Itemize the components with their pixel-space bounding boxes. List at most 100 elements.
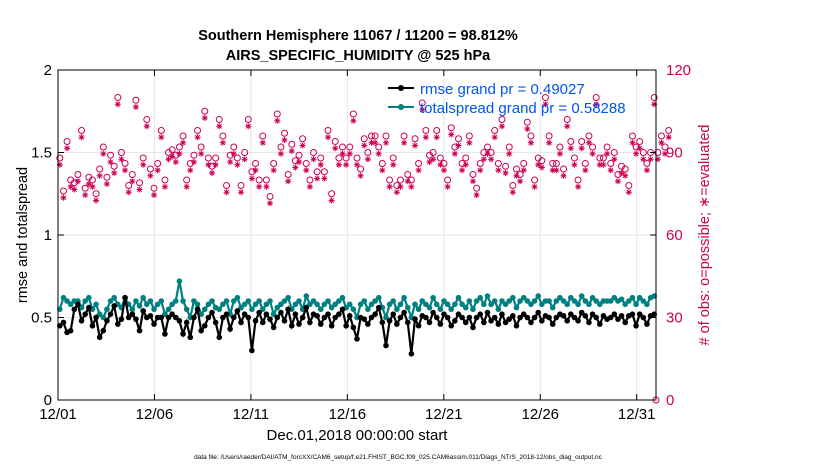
- obs-possible-point: [114, 94, 122, 101]
- obs-possible-point: [306, 176, 314, 184]
- spread-point: [557, 294, 563, 301]
- y2-axis-label: # of obs: o=possible; ∗=evaluated: [697, 125, 713, 346]
- spread-point: [546, 298, 552, 304]
- rmse-point: [506, 316, 513, 322]
- rmse-point: [281, 318, 288, 324]
- rmse-point: [589, 311, 596, 318]
- obs-possible-point: [353, 154, 361, 162]
- rmse-point: [180, 331, 186, 337]
- rmse-series: [57, 294, 657, 357]
- spread-point: [93, 301, 99, 308]
- spread-point: [491, 298, 498, 304]
- obs-possible-point: [317, 154, 325, 162]
- spread-point: [194, 301, 201, 308]
- obs-evaluated-point: [125, 189, 132, 196]
- spread-point: [86, 294, 92, 301]
- obs-possible-point: [520, 160, 528, 167]
- rmse-point: [383, 342, 389, 349]
- obs-evaluated-point: [462, 161, 469, 168]
- rmse-point: [176, 318, 183, 324]
- spread-point: [517, 298, 523, 304]
- obs-evaluated-point: [161, 183, 168, 190]
- obs-evaluated-point: [219, 139, 226, 146]
- obs-evaluated-point: [201, 115, 208, 121]
- rmse-point: [115, 321, 121, 327]
- x-tick-label: 12/16: [329, 406, 367, 423]
- rmse-point: [129, 311, 136, 318]
- spread-point: [172, 298, 179, 304]
- obs-possible-point: [183, 176, 191, 184]
- obs-possible-point: [367, 132, 375, 140]
- spread-point: [339, 294, 346, 301]
- y-tick-label: 0: [44, 392, 52, 409]
- obs-possible-point: [81, 184, 89, 192]
- spread-point: [618, 296, 625, 303]
- obs-possible-point: [92, 190, 100, 198]
- obs-evaluated-point: [303, 167, 310, 174]
- spread-point: [292, 301, 299, 308]
- spread-point: [466, 298, 473, 304]
- obs-possible-point: [657, 132, 665, 140]
- spread-point: [82, 298, 88, 304]
- rmse-point: [220, 314, 226, 321]
- obs-possible-point: [248, 168, 256, 176]
- spread-point: [169, 301, 175, 308]
- obs-possible-point: [241, 149, 249, 156]
- rmse-point: [379, 319, 386, 326]
- obs-possible-point: [610, 149, 618, 156]
- rmse-point: [455, 311, 462, 318]
- obs-evaluated-point: [596, 161, 603, 168]
- spread-point: [372, 298, 378, 304]
- obs-evaluated-point: [553, 167, 560, 174]
- x-tick-label: 12/01: [39, 406, 77, 423]
- rmse-point: [162, 331, 168, 337]
- spread-point: [368, 301, 375, 308]
- spread-point: [129, 306, 136, 313]
- obs-possible-point: [146, 165, 154, 173]
- y2-axis-ticks: 0 30 60 90 120: [650, 62, 691, 409]
- obs-evaluated-point: [172, 159, 179, 165]
- spread-point: [383, 314, 389, 321]
- spread-point: [510, 294, 516, 301]
- rmse-point: [622, 319, 628, 326]
- spread-point: [459, 301, 465, 308]
- obs-possible-point: [103, 173, 111, 181]
- obs-evaluated-point: [118, 156, 125, 163]
- rmse-point: [618, 313, 625, 319]
- rmse-point: [546, 314, 552, 321]
- rmse-point: [578, 309, 585, 316]
- x-tick-label: 12/31: [618, 406, 656, 423]
- rmse-point: [640, 314, 647, 321]
- rmse-point: [259, 319, 266, 326]
- obs-evaluated-point: [111, 170, 118, 176]
- rmse-point: [307, 319, 313, 326]
- spread-point: [310, 298, 317, 304]
- spread-point: [100, 314, 107, 321]
- spread-point: [191, 298, 197, 304]
- spread-point: [107, 298, 114, 304]
- obs-evaluated-point: [459, 167, 466, 174]
- spread-point: [441, 298, 447, 304]
- spread-point: [252, 301, 259, 308]
- spread-point: [553, 298, 560, 304]
- rmse-point: [394, 321, 400, 327]
- obs-evaluated-point: [575, 183, 582, 190]
- obs-possible-point: [596, 154, 604, 162]
- obs-possible-point: [215, 116, 223, 123]
- obs-evaluated-point: [140, 161, 147, 168]
- rmse-point: [234, 308, 241, 314]
- spread-point: [267, 298, 273, 304]
- rmse-point: [245, 314, 252, 321]
- obs-evaluated-point: [564, 123, 571, 130]
- obs-evaluated-point: [419, 106, 426, 113]
- obs-possible-point: [375, 143, 383, 151]
- obs-possible-point: [63, 138, 71, 145]
- obs-evaluated-point: [411, 142, 418, 149]
- rmse-point: [288, 322, 295, 329]
- obs-possible-point: [56, 154, 64, 162]
- spread-point: [640, 298, 647, 304]
- y-tick-label: 0.5: [31, 310, 52, 327]
- y2-tick-label: 90: [666, 145, 683, 162]
- spread-point: [506, 298, 513, 304]
- obs-evaluated-point: [622, 172, 629, 179]
